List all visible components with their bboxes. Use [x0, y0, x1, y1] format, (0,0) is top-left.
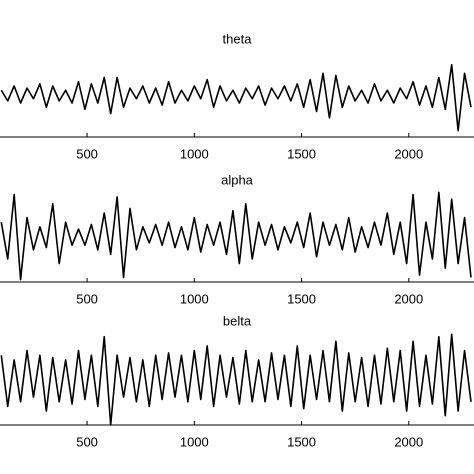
x-tick-label: 1000 [180, 434, 209, 449]
x-tick-label: 500 [76, 291, 98, 306]
x-tick-label: 2000 [394, 291, 423, 306]
subplot-title: alpha [221, 172, 254, 187]
x-tick-label: 1500 [287, 146, 316, 161]
x-tick-label: 2000 [394, 434, 423, 449]
x-tick-label: 500 [76, 434, 98, 449]
x-tick-label: 1000 [180, 291, 209, 306]
x-tick-label: 1000 [180, 146, 209, 161]
subplot-title: belta [223, 313, 252, 328]
x-tick-label: 1500 [287, 434, 316, 449]
signal-line [0, 333, 472, 426]
x-tick-label: 2000 [394, 146, 423, 161]
x-tick-label: 500 [76, 146, 98, 161]
subplot-title: theta [223, 31, 253, 46]
signal-line [0, 191, 472, 281]
x-tick-label: 1500 [287, 291, 316, 306]
signal-line [0, 63, 472, 132]
